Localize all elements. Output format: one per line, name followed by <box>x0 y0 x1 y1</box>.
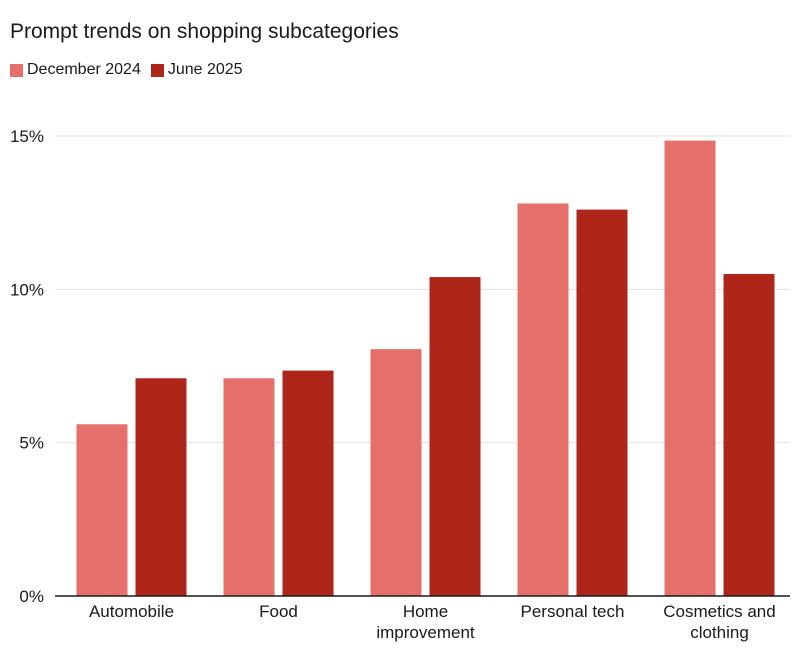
category-label-1-line-0: Food <box>259 602 298 621</box>
category-label-4-line-0: Cosmetics and <box>663 602 775 621</box>
bar-june-2025-1 <box>282 370 334 596</box>
category-label-3-line-0: Personal tech <box>521 602 625 621</box>
bar-december-2024-3 <box>517 203 569 596</box>
category-label-2-line-0: Home <box>403 602 448 621</box>
legend-item-june-2025: June 2025 <box>150 61 243 79</box>
legend: December 2024 June 2025 <box>10 61 253 79</box>
bar-december-2024-1 <box>223 378 275 596</box>
legend-label-december-2024: December 2024 <box>27 61 141 78</box>
bar-december-2024-2 <box>370 349 422 596</box>
bar-december-2024-4 <box>664 140 716 596</box>
legend-label-june-2025: June 2025 <box>167 61 243 78</box>
chart-title: Prompt trends on shopping subcategories <box>10 20 399 43</box>
bar-june-2025-0 <box>135 378 187 596</box>
category-label-0-line-0: Automobile <box>89 602 174 621</box>
y-tick-label-0: 0% <box>19 587 44 606</box>
bar-december-2024-0 <box>76 424 128 596</box>
y-tick-label-10: 10% <box>10 280 44 299</box>
category-label-2-line-1: improvement <box>376 623 475 642</box>
y-tick-label-15: 15% <box>10 127 44 146</box>
y-tick-label-5: 5% <box>19 434 44 453</box>
category-label-4-line-1: clothing <box>690 623 749 642</box>
bar-june-2025-2 <box>429 277 481 596</box>
legend-item-december-2024: December 2024 <box>10 61 141 79</box>
bar-june-2025-3 <box>576 209 628 596</box>
bar-june-2025-4 <box>723 274 775 596</box>
legend-swatch-june-2025 <box>150 63 164 77</box>
legend-swatch-december-2024 <box>10 63 23 77</box>
